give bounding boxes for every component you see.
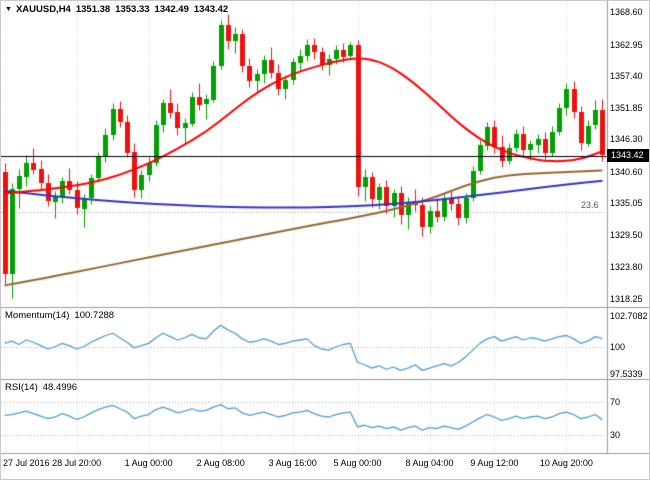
momentum-value: 100.7288: [74, 310, 115, 321]
price-axis-label: 1357.40: [610, 71, 643, 82]
time-axis[interactable]: 27 Jul 2016 28 Jul 20:00 1 Aug 00:00 2 Aug …: [1, 454, 649, 479]
price-axis-label: 1368.60: [610, 7, 643, 18]
time-axis-label: 1 Aug 00:00: [124, 458, 173, 468]
price-axis-label: 1335.05: [610, 198, 643, 209]
momentum-axis[interactable]: 102.7082 100 97.5339: [607, 1, 649, 454]
rsi-axis-label: 70: [610, 397, 621, 408]
price-axis-label: 1323.80: [610, 262, 643, 273]
current-price-tag: 1343.42: [607, 148, 649, 162]
rsi-axis-label: 30: [610, 430, 621, 441]
rsi-name: RSI(14): [5, 382, 38, 393]
momentum-indicator-label: Momentum(14) 100.7288: [5, 310, 119, 321]
chart-dropdown-icon[interactable]: ▼: [5, 6, 12, 13]
symbol-period: XAUUSD,H4: [15, 4, 71, 15]
price-axis-label: 1351.85: [610, 102, 643, 113]
momentum-axis-label: 100: [610, 341, 626, 352]
momentum-name: Momentum(14): [5, 310, 70, 321]
time-axis-label: 10 Aug 20:00: [539, 458, 593, 468]
price-axis-label: 1346.30: [610, 134, 643, 145]
price-axis[interactable]: 1368.60 1362.95 1357.40 1351.85 1346.30 1340.…: [607, 1, 649, 454]
momentum-axis-label: 97.5339: [610, 369, 643, 380]
price-axis-label: 1318.25: [610, 293, 643, 304]
price-axis-label: 1362.95: [610, 39, 643, 50]
price-axis-label: 1340.60: [610, 166, 643, 177]
chart-title: ▼ XAUUSD,H4 1351.38 1353.33 1342.49 1343.42: [5, 4, 233, 15]
rsi-axis[interactable]: 70 30: [607, 1, 649, 454]
time-axis-label: 2 Aug 08:00: [196, 458, 245, 468]
rsi-indicator-label: RSI(14) 48.4996: [5, 382, 82, 393]
time-axis-label: 5 Aug 00:00: [333, 458, 382, 468]
ohlc-low: 1342.49: [154, 4, 189, 15]
ohlc-open: 1351.38: [75, 4, 111, 15]
price-axis-label: 1329.50: [610, 229, 643, 240]
time-axis-label: 8 Aug 04:00: [405, 458, 454, 468]
fib-level-label: 23.6: [581, 200, 599, 210]
time-axis-label: 28 Jul 20:00: [52, 458, 102, 468]
time-axis-label: 3 Aug 16:00: [268, 458, 317, 468]
time-axis-label: 27 Jul 2016: [3, 458, 50, 468]
rsi-value: 48.4996: [42, 382, 78, 393]
ohlc-close: 1343.42: [193, 4, 229, 15]
ohlc-high: 1353.33: [115, 4, 150, 15]
time-axis-label: 9 Aug 12:00: [470, 458, 519, 468]
momentum-axis-label: 102.7082: [610, 311, 648, 322]
